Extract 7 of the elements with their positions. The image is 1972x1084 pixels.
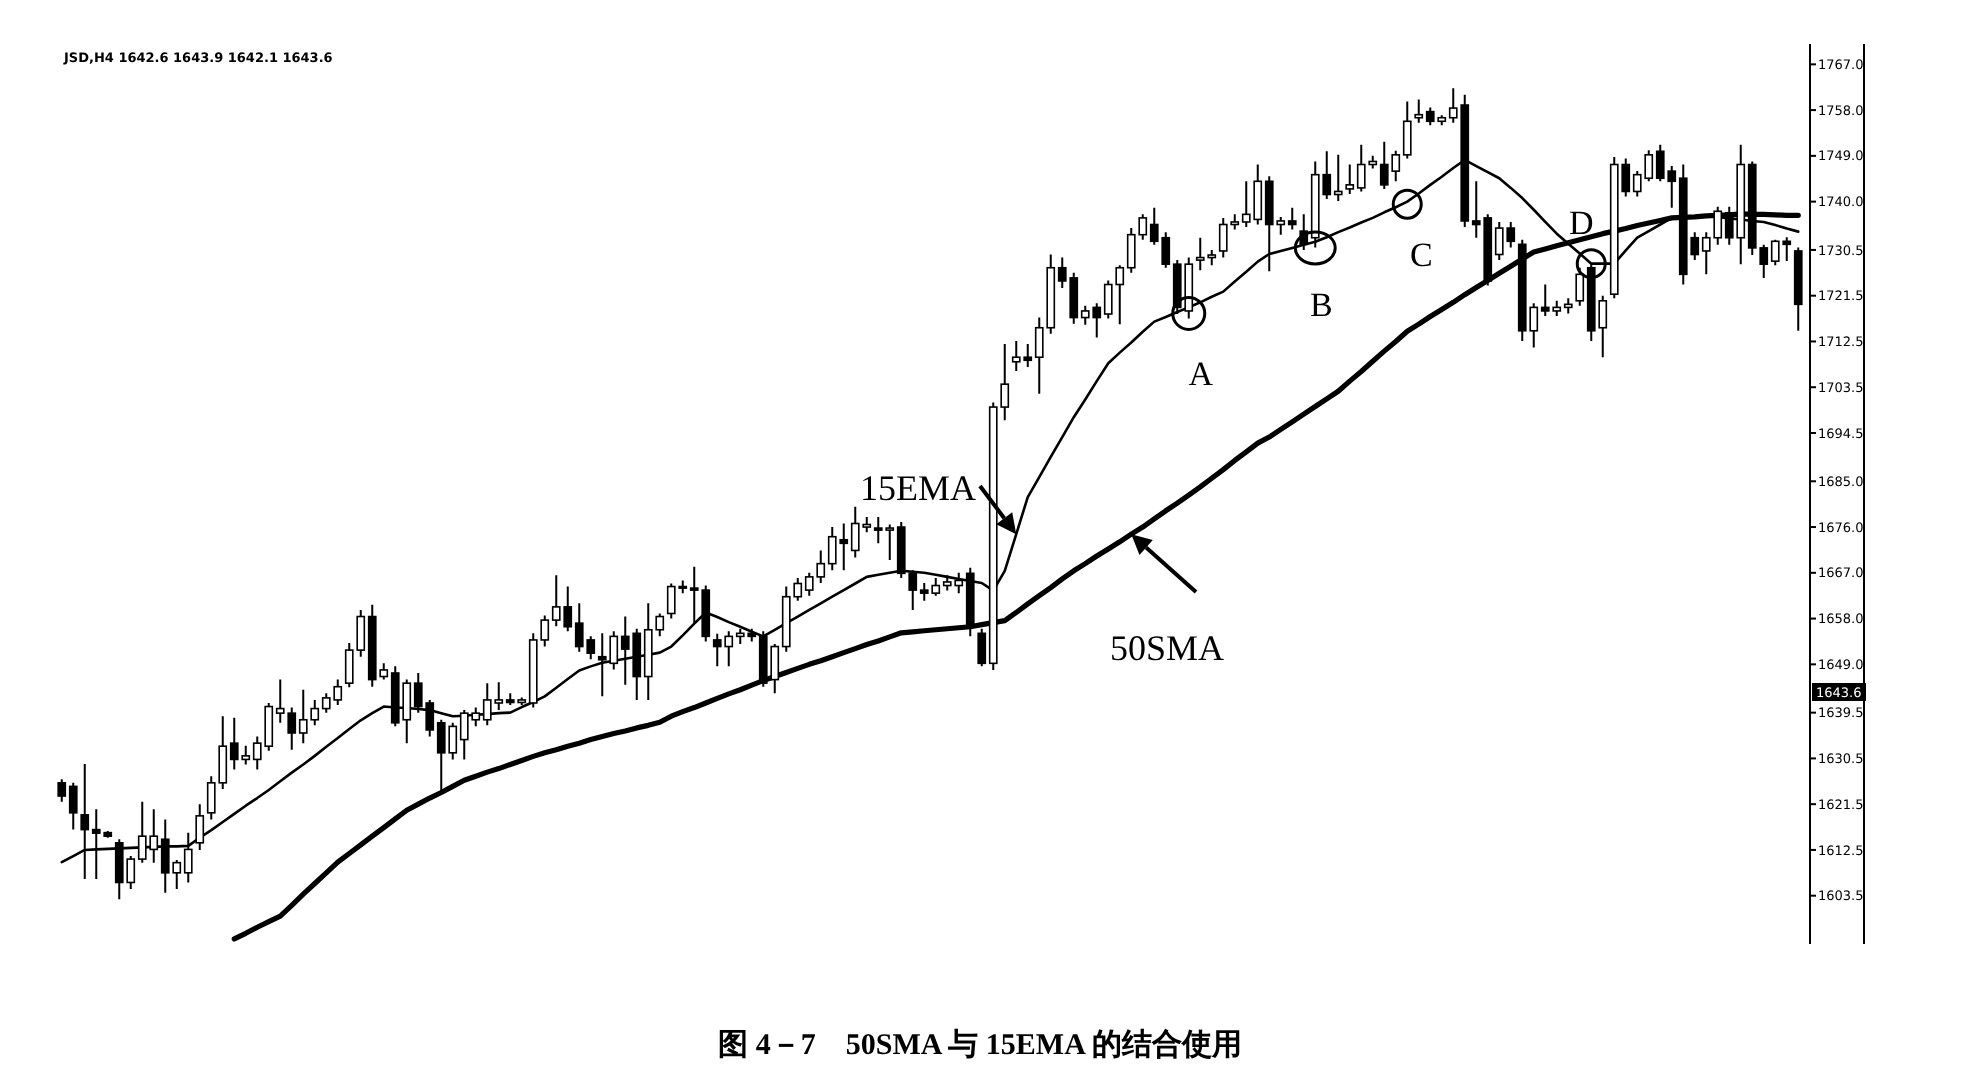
- series-label: 50SMA: [1110, 628, 1225, 668]
- legend-label: 15EMA: [860, 468, 976, 508]
- annotation: D: [1568, 203, 1594, 242]
- text: 图 4－7 50SMA 与 15EMA 的结合使用: [718, 1028, 1242, 1062]
- annotation: C: [1409, 236, 1433, 275]
- annotation: A: [1188, 355, 1215, 394]
- annotation: B: [1309, 285, 1333, 324]
